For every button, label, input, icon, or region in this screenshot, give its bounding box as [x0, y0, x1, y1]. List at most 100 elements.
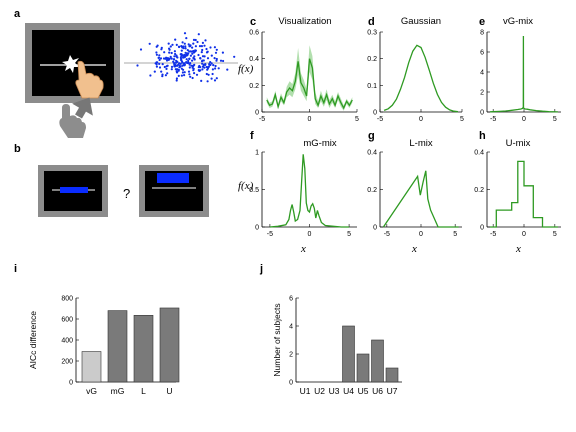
y-tick-label: 0.4: [367, 150, 377, 157]
target-screen-left: [38, 165, 108, 217]
scatter-point: [154, 62, 157, 65]
scatter-point: [172, 58, 175, 61]
scatter-point: [157, 56, 160, 60]
scatter-point: [191, 76, 194, 80]
scatter-point: [159, 57, 163, 60]
scatter-point: [176, 56, 179, 59]
scatter-point: [204, 63, 207, 66]
scatter-point: [170, 51, 173, 55]
y-axis-label: Number of subjects: [272, 303, 282, 376]
scatter-point: [193, 72, 196, 75]
scatter-point: [181, 71, 184, 74]
scatter-point: [211, 68, 214, 71]
scatter-point: [185, 58, 188, 61]
scatter-point: [171, 43, 174, 46]
scatter-point: [139, 48, 143, 51]
bar: [159, 307, 180, 383]
scatter-point: [201, 41, 204, 45]
scatter-point: [201, 65, 204, 68]
scatter-point: [170, 57, 173, 60]
x-tick-label: 0: [419, 116, 423, 123]
x-tick-label: 0: [308, 231, 312, 238]
touchscreen-icon: [25, 23, 120, 103]
scatter-point: [207, 73, 210, 76]
scatter-point: [187, 70, 191, 73]
scatter-point: [163, 65, 166, 69]
scatter-point: [183, 32, 187, 35]
y-tick-label: 0: [69, 380, 73, 387]
scatter-point: [166, 64, 169, 67]
x-tick-label: 0: [419, 231, 423, 238]
y-tick-label: 600: [61, 317, 73, 324]
scatter-point: [180, 54, 183, 58]
x-tick-label: U6: [372, 386, 383, 396]
scatter-point: [215, 59, 218, 62]
chart-title: Gaussian: [401, 16, 441, 27]
density-curve: [269, 154, 350, 228]
scatter-point: [155, 45, 158, 48]
scatter-point: [175, 43, 178, 47]
scatter-point: [188, 66, 191, 69]
scatter-point: [189, 45, 192, 48]
x-tick-label: U2: [314, 386, 325, 396]
x-tick-label: 5: [453, 231, 457, 238]
scatter-point: [181, 41, 184, 44]
y-tick-label: 200: [61, 359, 73, 366]
panel-label-f: f: [250, 130, 254, 142]
scatter-point: [189, 75, 192, 78]
density-curve: [490, 160, 558, 228]
x-label-g: x: [411, 243, 417, 255]
x-tick-label: U1: [300, 386, 311, 396]
scatter-point: [221, 51, 224, 54]
scatter-point: [191, 59, 194, 62]
chart-title: L-mix: [409, 138, 432, 149]
scatter-point: [160, 70, 163, 73]
scatter-point: [155, 51, 158, 54]
bar-chart-0: 0 200 400 600 800 AICc difference vG mG L U: [28, 296, 180, 396]
scatter-point: [211, 72, 214, 76]
scatter-point: [136, 64, 139, 67]
x-label-f: x: [300, 243, 306, 255]
y-tick-label: 0.2: [367, 187, 377, 194]
panel-label-h: h: [479, 130, 486, 142]
scatter-point: [183, 62, 186, 65]
x-tick-label: U: [166, 386, 172, 396]
scatter-point: [188, 57, 191, 60]
scatter-point: [180, 74, 183, 77]
scatter-point: [195, 73, 199, 76]
x-tick-label: 0: [522, 231, 526, 238]
scatter-point: [192, 42, 195, 45]
scatter-point: [181, 60, 184, 64]
scatter-point: [175, 79, 178, 82]
scatter-point: [204, 39, 207, 42]
y-tick-label: 2: [289, 352, 293, 359]
scatter-point: [183, 64, 186, 67]
scatter-point: [188, 73, 191, 76]
y-tick-label: 0: [480, 110, 484, 117]
x-tick-label: mG: [111, 386, 125, 396]
scatter-point: [174, 38, 177, 41]
scatter-point: [174, 52, 177, 56]
bar: [342, 325, 355, 383]
scatter-point: [219, 59, 223, 62]
scatter-point: [173, 65, 176, 68]
y-tick-label: 0.1: [367, 83, 377, 90]
scatter-point: [187, 59, 190, 63]
scatter-point: [198, 69, 201, 72]
scatter-point: [166, 72, 169, 75]
question-mark: ?: [123, 186, 130, 201]
y-tick-label: 0.6: [249, 30, 259, 37]
scatter-point: [184, 45, 187, 48]
panel-label-c: c: [250, 16, 256, 28]
x-tick-label: U3: [329, 386, 340, 396]
y-tick-label: 6: [289, 296, 293, 303]
scatter-point: [155, 53, 158, 56]
y-axis-label: AICc difference: [28, 311, 38, 369]
bar: [81, 351, 102, 383]
density-curve: [383, 44, 458, 113]
scatter-point: [209, 63, 212, 67]
scatter-point: [201, 62, 204, 65]
